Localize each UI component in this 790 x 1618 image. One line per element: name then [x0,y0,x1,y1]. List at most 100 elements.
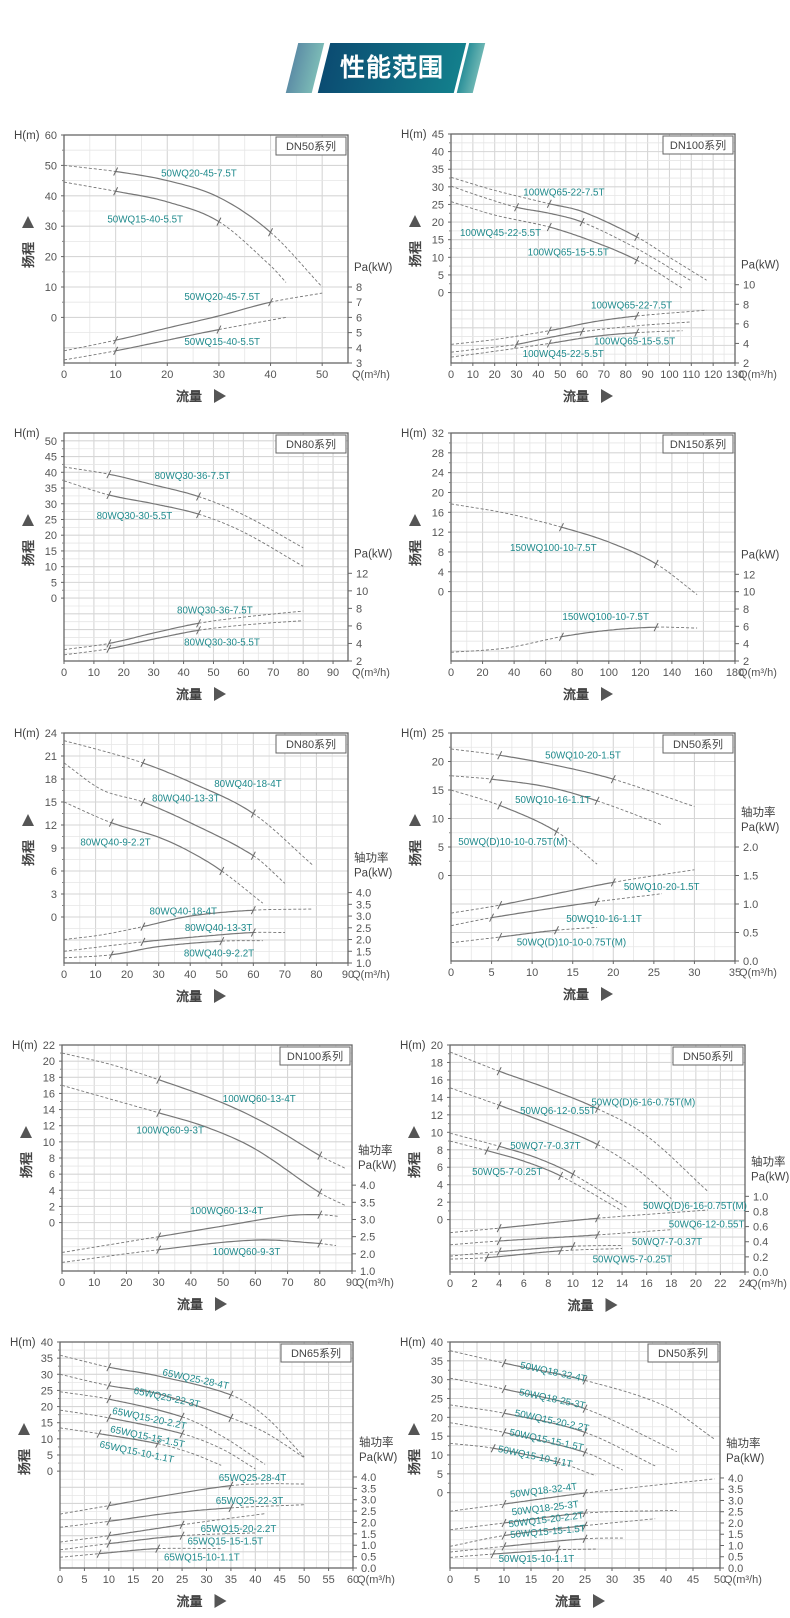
head-curve [503,1412,586,1433]
head-tick-label: 0 [47,1466,53,1478]
head-tick-label: 25 [45,514,57,526]
head-tick-label: 0 [437,1215,443,1227]
x-tick-label: 24 [739,1278,751,1290]
head-tick-label: 30 [45,499,57,511]
rated-point-mark [570,1169,576,1179]
head-tick-label: 0 [438,871,444,883]
rated-point-mark [497,900,503,910]
x-tick-label: 60 [249,1277,261,1289]
rated-point-mark [179,1429,185,1438]
head-curve-label: 50WQ7-7-0.37T [510,1141,580,1152]
head-tick-label: 15 [432,235,444,247]
head-tick-label: 35 [431,1356,443,1368]
up-arrow-icon [409,814,421,826]
x-tick-label: 0 [447,1574,453,1586]
head-curve-label: 50WQ(D)6-16-0.75T(M) [591,1097,695,1108]
rated-point-mark [558,1246,564,1256]
power-curve [182,1532,256,1537]
rated-point-mark [582,1534,588,1543]
flow-unit-label: Q(m³/h) [352,369,390,381]
flow-unit-label: Q(m³/h) [356,1277,394,1289]
head-curve [108,1398,183,1418]
flow-unit-label: Q(m³/h) [357,1574,395,1586]
head-tick-label: 30 [45,221,57,233]
power-axis-label: 轴功率 [354,851,389,865]
head-curve [59,1354,109,1368]
power-curve [450,917,492,927]
power-curve [221,940,263,942]
rated-point-mark [582,1488,588,1498]
rated-point-mark [219,866,225,876]
power-tick-label: 1.5 [728,1529,743,1541]
power-curve [449,1240,500,1246]
x-tick-label: 50 [217,1277,229,1289]
right-arrow-icon [214,687,226,701]
head-tick-label: 20 [45,530,57,542]
pump-chart: 0 10 20 30 40 50 60 70 80 90 Q(m³/h) 0 5 10 15 20 25 30 35… [14,428,393,703]
series-tag: DN50系列 [673,737,723,751]
x-tick-label: 0 [57,1574,63,1586]
head-curve [198,496,304,549]
x-tick-label: 20 [476,667,488,679]
rated-point-mark [489,774,495,784]
rated-point-mark [555,1545,561,1554]
rated-point-mark [156,1245,162,1254]
series-tag-box [662,734,734,754]
power-curve [449,1522,505,1531]
power-tick-label: 2.0 [360,1249,375,1261]
head-tick-label: 20 [431,1412,443,1424]
head-curve-label: 50WQ15-40-5.5T [107,215,183,226]
head-tick-label: 40 [432,147,444,159]
power-tick-label: 0.5 [361,1552,376,1564]
power-curve [99,1548,158,1555]
rated-point-mark [579,217,585,227]
head-tick-label: 4 [438,567,444,579]
right-arrow-icon [214,1594,227,1608]
head-tick-label: 12 [432,527,444,539]
series-tag: DN100系列 [670,138,726,152]
power-tick-label: 8 [356,603,362,615]
flow-unit-label: Q(m³/h) [352,969,390,981]
head-tick-label: 40 [45,191,57,203]
rated-point-mark [496,1066,502,1076]
power-tick-label: 3.5 [360,1197,375,1209]
x-tick-label: 25 [176,1574,188,1586]
head-curve [596,800,663,826]
rated-point-mark [554,827,559,836]
rated-point-mark [250,851,256,860]
head-tick-label: 10 [432,252,444,264]
head-tick-label: 5 [438,842,444,854]
power-curve [582,321,692,333]
head-tick-label: 40 [431,1337,443,1349]
head-curve-label: 50WQ10-16-1.1T [515,795,591,806]
power-tick-label: 2 [356,656,362,668]
head-curve [59,1373,109,1387]
rated-point-mark [113,187,119,196]
power-tick-label: 2.0 [361,1517,376,1529]
power-tick-label: 0.4 [753,1237,768,1249]
power-tick-label: 0.0 [728,1563,743,1575]
power-curve [59,1543,109,1551]
head-tick-label: 6 [51,866,57,878]
x-tick-label: 30 [213,369,225,381]
head-tick-label: 9 [51,843,57,855]
x-tick-label: 0 [448,369,454,381]
head-curve [581,221,692,282]
head-curve [450,201,550,228]
head-unit-label: H(m) [14,428,40,440]
power-tick-label: 2.0 [356,935,371,947]
power-curve [499,929,557,938]
rated-point-mark [317,1188,323,1197]
head-curve [516,206,583,223]
power-curve [115,329,220,352]
power-curve [449,1553,494,1558]
rated-point-mark [595,1230,600,1240]
x-tick-label: 10 [88,667,100,679]
x-tick-label: 10 [88,1277,100,1289]
head-curve [63,801,112,824]
power-curve [449,1535,505,1547]
x-tick-label: 20 [120,1277,132,1289]
rated-point-mark [140,758,146,768]
power-curve [450,342,550,358]
